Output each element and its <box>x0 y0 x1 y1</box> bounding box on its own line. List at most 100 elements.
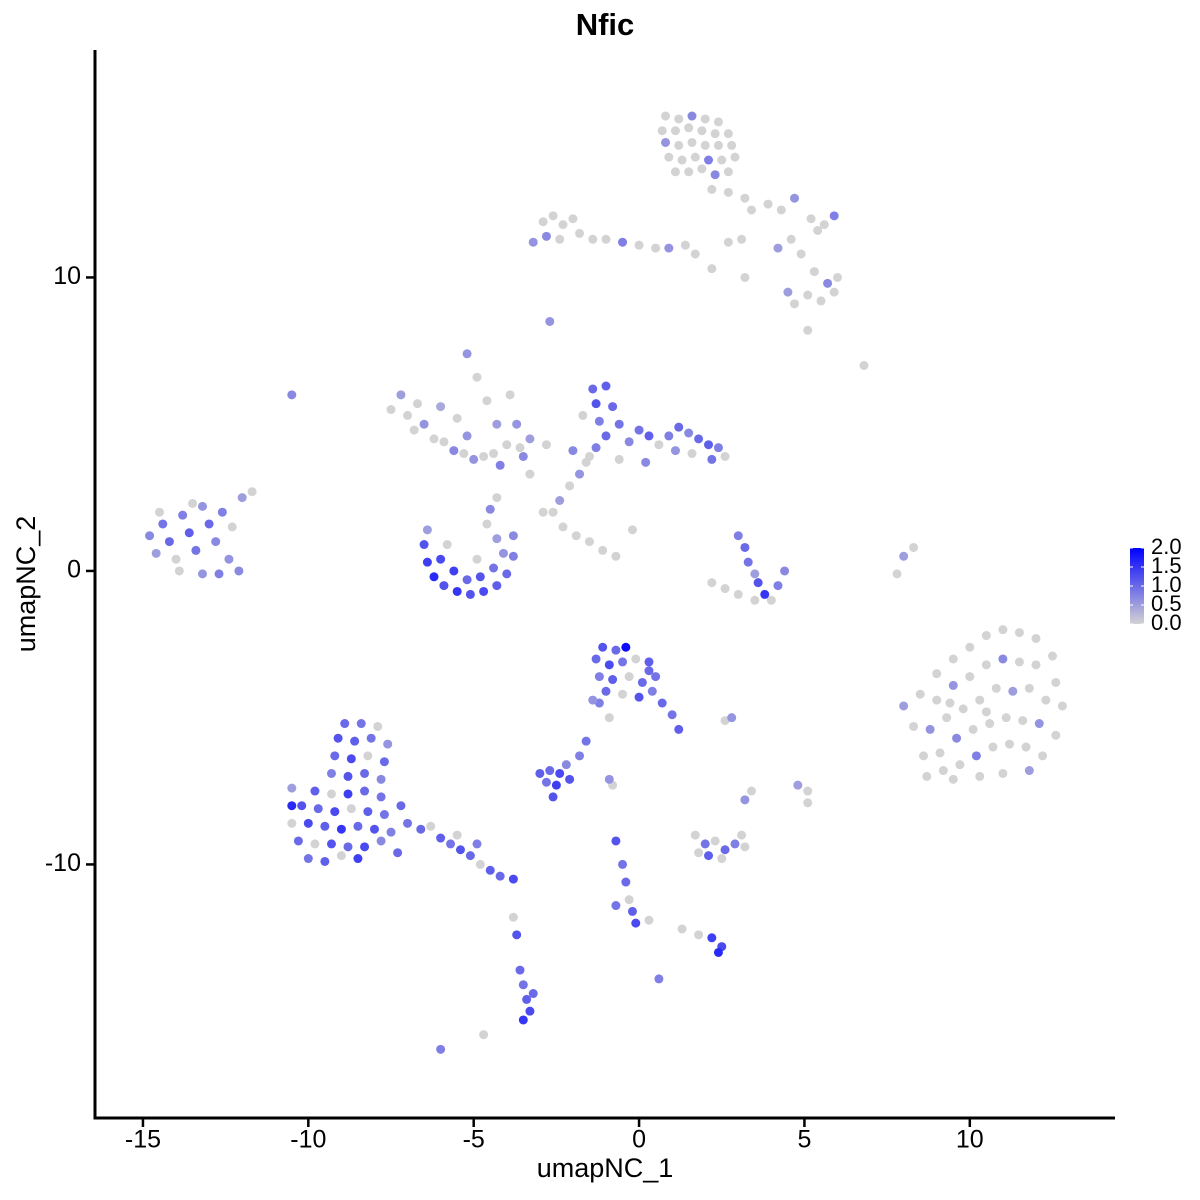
cell-point <box>631 918 641 928</box>
cell-point <box>495 460 505 470</box>
cell-point <box>541 231 551 241</box>
cell-point <box>541 440 551 450</box>
cell-point <box>651 243 661 253</box>
cell-point <box>360 768 370 778</box>
cell-point <box>565 774 575 784</box>
cell-point <box>737 234 747 244</box>
x-tick-label: -15 <box>125 1126 161 1154</box>
cell-point <box>981 660 991 670</box>
cell-point <box>346 754 356 764</box>
cell-point <box>601 431 611 441</box>
cell-point <box>330 751 340 761</box>
cell-point <box>465 589 475 599</box>
cell-point <box>548 507 558 517</box>
cell-point <box>654 440 664 450</box>
cell-point <box>326 768 336 778</box>
cell-point <box>790 193 800 203</box>
cell-point <box>538 217 548 227</box>
cell-point <box>621 877 631 887</box>
cell-point <box>386 827 396 837</box>
cell-point <box>512 930 522 940</box>
cell-point <box>376 774 386 784</box>
cell-point <box>403 818 413 828</box>
cell-point <box>1004 739 1014 749</box>
cell-point <box>419 419 429 429</box>
cell-point <box>720 845 730 855</box>
cell-point <box>674 114 684 124</box>
cell-point <box>753 578 763 588</box>
cell-point <box>707 264 717 274</box>
cell-point <box>522 994 532 1004</box>
cell-point <box>611 901 621 911</box>
cell-point <box>485 504 495 514</box>
cell-point <box>482 519 492 529</box>
cell-point <box>565 481 575 491</box>
cell-point <box>492 419 502 429</box>
cell-point <box>1018 716 1028 726</box>
cell-point <box>1051 730 1061 740</box>
cell-point <box>505 390 515 400</box>
cell-point <box>833 272 843 282</box>
cell-point <box>624 437 634 447</box>
cell-point <box>403 410 413 420</box>
cell-point <box>393 848 403 858</box>
x-tick-label: 5 <box>797 1126 811 1154</box>
cell-point <box>1041 695 1051 705</box>
cell-point <box>363 807 373 817</box>
cell-point <box>545 766 555 776</box>
cell-point <box>462 349 472 359</box>
cell-point <box>336 851 346 861</box>
cell-point <box>343 771 353 781</box>
cell-point <box>419 540 429 550</box>
cell-point <box>472 839 482 849</box>
cell-point <box>733 589 743 599</box>
cell-point <box>670 446 680 456</box>
cell-point <box>608 675 618 685</box>
cell-point <box>664 152 674 162</box>
cell-point <box>723 167 733 177</box>
cell-point <box>508 551 518 561</box>
cell-point <box>326 839 336 849</box>
cell-point <box>1008 686 1018 696</box>
cell-point <box>965 672 975 682</box>
cell-point <box>816 296 826 306</box>
colorbar-label: 0.5 <box>1151 591 1182 616</box>
cell-point <box>584 537 594 547</box>
cell-point <box>618 237 628 247</box>
colorbar-label: 1.5 <box>1151 553 1182 578</box>
cell-point <box>353 854 363 864</box>
cell-point <box>604 660 614 670</box>
colorbar-label: 1.0 <box>1151 572 1182 597</box>
cell-point <box>661 137 671 147</box>
cell-point <box>151 548 161 558</box>
cell-point <box>773 243 783 253</box>
cell-point <box>654 974 664 984</box>
cell-point <box>684 123 694 133</box>
cell-point <box>297 801 307 811</box>
cell-point <box>690 152 700 162</box>
cell-point <box>783 287 793 297</box>
cell-point <box>998 654 1008 664</box>
cell-point <box>713 443 723 453</box>
cell-point <box>310 839 320 849</box>
cell-point <box>287 390 297 400</box>
cell-point <box>386 405 396 415</box>
cell-point <box>948 680 958 690</box>
cell-point <box>750 569 760 579</box>
cell-point <box>704 851 714 861</box>
cell-point <box>538 507 548 517</box>
cell-point <box>568 214 578 224</box>
cell-point <box>346 804 356 814</box>
cell-point <box>436 554 446 564</box>
cell-point <box>644 657 654 667</box>
cell-point <box>922 771 932 781</box>
cell-point <box>651 672 661 682</box>
colorbar-label: 2.0 <box>1151 534 1182 559</box>
cell-point <box>369 824 379 834</box>
cell-point <box>823 278 833 288</box>
cell-point <box>743 557 753 567</box>
x-tick-label: 10 <box>956 1126 984 1154</box>
cell-point <box>687 449 697 459</box>
cell-point <box>492 493 502 503</box>
cell-point <box>396 801 406 811</box>
